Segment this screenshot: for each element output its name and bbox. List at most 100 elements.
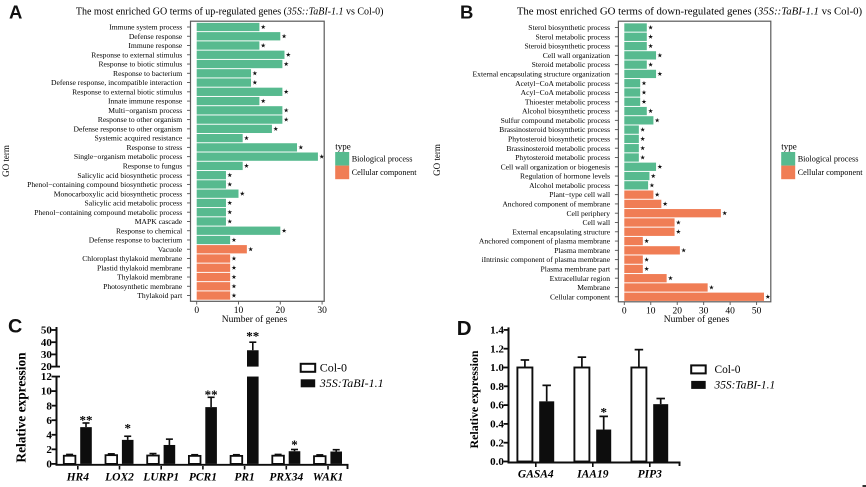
svg-text:Single−organism metabolic proc: Single−organism metabolic process xyxy=(74,152,182,161)
svg-text:30: 30 xyxy=(699,307,709,317)
svg-text:35S:TaBI-1.1: 35S:TaBI-1.1 xyxy=(714,380,776,392)
svg-text:Defense response to other orga: Defense response to other organism xyxy=(74,124,183,133)
svg-text:Response to biotic stimulus: Response to biotic stimulus xyxy=(98,60,182,69)
svg-text:1.0: 1.0 xyxy=(490,362,504,374)
svg-text:Chloroplast thylakoid membrane: Chloroplast thylakoid membrane xyxy=(82,254,183,263)
svg-text:A: A xyxy=(9,2,22,23)
svg-text:10: 10 xyxy=(234,306,244,316)
svg-text:*: * xyxy=(124,420,131,435)
svg-text:20: 20 xyxy=(276,306,286,316)
svg-text:Response to chemical: Response to chemical xyxy=(116,226,182,235)
svg-text:Steroid metabolic process: Steroid metabolic process xyxy=(532,60,610,69)
svg-text:0.0: 0.0 xyxy=(490,456,504,468)
svg-text:Cell wall: Cell wall xyxy=(582,218,610,227)
svg-text:0: 0 xyxy=(46,459,52,471)
svg-text:GASA4: GASA4 xyxy=(518,469,554,481)
svg-text:Plasma membrane: Plasma membrane xyxy=(554,246,611,255)
svg-text:Plasma membrane part: Plasma membrane part xyxy=(541,265,611,274)
svg-text:8: 8 xyxy=(46,400,52,412)
svg-text:LURP1: LURP1 xyxy=(142,472,179,484)
svg-text:Extracellular region: Extracellular region xyxy=(550,274,611,283)
svg-text:type: type xyxy=(781,141,797,151)
svg-text:Relative expression: Relative expression xyxy=(13,352,28,463)
svg-text:Phytosteroid metabolic process: Phytosteroid metabolic process xyxy=(515,153,610,162)
svg-text:Brassinosteroid metabolic proc: Brassinosteroid metabolic process xyxy=(506,144,610,153)
svg-text:1.4: 1.4 xyxy=(490,325,504,337)
svg-text:PR1: PR1 xyxy=(234,472,254,484)
svg-text:Col-0: Col-0 xyxy=(320,361,347,375)
svg-text:0.2: 0.2 xyxy=(490,437,504,449)
svg-text:Immune response: Immune response xyxy=(128,41,182,50)
svg-text:0: 0 xyxy=(622,307,627,317)
svg-text:0.8: 0.8 xyxy=(490,381,504,393)
svg-text:10: 10 xyxy=(41,386,53,398)
svg-text:Acetyl−CoA metabolic process: Acetyl−CoA metabolic process xyxy=(515,79,610,88)
svg-text:Response to external biotic st: Response to external biotic stimulus xyxy=(72,87,182,96)
svg-text:Defense response, incompatible: Defense response, incompatible interacti… xyxy=(51,78,182,87)
svg-text:Systemic acquired resistance: Systemic acquired resistance xyxy=(94,134,182,143)
svg-text:Defense response to bacterium: Defense response to bacterium xyxy=(89,236,183,245)
svg-text:iIntrinsic component of plasma: iIntrinsic component of plasma membrane xyxy=(481,255,610,264)
svg-text:LOX2: LOX2 xyxy=(104,472,134,484)
svg-text:Innate immune response: Innate immune response xyxy=(108,97,183,106)
svg-text:D: D xyxy=(457,317,472,340)
svg-text:Biological process: Biological process xyxy=(798,155,859,164)
svg-text:**: ** xyxy=(80,413,93,428)
svg-text:Alcohol biosynthetic process: Alcohol biosynthetic process xyxy=(522,107,610,116)
svg-text:Cellular component: Cellular component xyxy=(550,292,611,301)
svg-text:0: 0 xyxy=(194,306,199,316)
svg-text:Brassinosteroid biosynthetic p: Brassinosteroid biosynthetic process xyxy=(499,125,610,134)
svg-text:Response to fungus: Response to fungus xyxy=(123,162,183,171)
svg-text:type: type xyxy=(335,141,351,151)
svg-text:35S:TaBI-1.1: 35S:TaBI-1.1 xyxy=(319,376,384,390)
svg-text:External encapsulating structu: External encapsulating structure organiz… xyxy=(473,70,611,79)
svg-text:10: 10 xyxy=(646,307,656,317)
svg-text:12: 12 xyxy=(41,371,53,383)
svg-text:**: ** xyxy=(205,387,218,402)
svg-text:Cellular component: Cellular component xyxy=(798,168,864,177)
svg-text:Cell wall organization or biog: Cell wall organization or biogenesis xyxy=(501,162,611,171)
svg-text:*: * xyxy=(291,437,298,452)
svg-text:40: 40 xyxy=(725,307,735,317)
svg-text:PCR1: PCR1 xyxy=(189,472,217,484)
svg-text:20: 20 xyxy=(672,307,682,317)
svg-text:Cell wall organization: Cell wall organization xyxy=(543,51,611,60)
svg-text:Defense response: Defense response xyxy=(129,32,183,41)
svg-text:MAPK cascade: MAPK cascade xyxy=(135,217,183,226)
svg-text:2: 2 xyxy=(46,444,52,456)
svg-text:Response to stress: Response to stress xyxy=(127,143,183,152)
svg-text:The most enriched GO terms of: The most enriched GO terms of up-regulat… xyxy=(76,7,384,18)
svg-text:Response to other organism: Response to other organism xyxy=(98,115,183,124)
svg-text:Acyl−CoA metabolic process: Acyl−CoA metabolic process xyxy=(521,88,611,97)
svg-text:External encapsulating structu: External encapsulating structure xyxy=(512,227,610,236)
svg-text:GO term: GO term xyxy=(1,145,11,177)
svg-text:Immune system process: Immune system process xyxy=(109,23,182,32)
svg-text:0.4: 0.4 xyxy=(490,419,504,431)
svg-text:Phenol−containing compound met: Phenol−containing compound metabolic pro… xyxy=(34,208,182,217)
svg-text:50: 50 xyxy=(752,307,762,317)
svg-text:Monocarboxylic acid biosynthet: Monocarboxylic acid biosynthetic process xyxy=(54,189,182,198)
svg-text:50: 50 xyxy=(41,325,53,337)
svg-text:6: 6 xyxy=(46,415,52,427)
svg-text:Sterol biosynthetic process: Sterol biosynthetic process xyxy=(528,23,610,32)
svg-text:IAA19: IAA19 xyxy=(576,469,609,481)
svg-text:Relative expression: Relative expression xyxy=(467,350,481,448)
svg-text:Regulation of hormone levels: Regulation of hormone levels xyxy=(520,172,610,181)
svg-text:**: ** xyxy=(246,329,259,344)
svg-text:30: 30 xyxy=(41,349,53,361)
svg-text:Response to external stimulus: Response to external stimulus xyxy=(91,50,182,59)
svg-text:Number of genes: Number of genes xyxy=(664,314,730,325)
svg-text:20: 20 xyxy=(41,361,53,373)
svg-text:1.2: 1.2 xyxy=(490,343,504,355)
svg-text:HR4: HR4 xyxy=(66,472,90,484)
svg-text:Plastid thylakoid membrane: Plastid thylakoid membrane xyxy=(97,263,183,272)
svg-text:GO term: GO term xyxy=(432,144,442,176)
svg-text:Cell periphery: Cell periphery xyxy=(566,209,610,218)
svg-text:*: * xyxy=(600,405,607,420)
svg-text:Membrane: Membrane xyxy=(577,283,611,292)
svg-text:PIP3: PIP3 xyxy=(638,469,663,481)
svg-text:Number of genes: Number of genes xyxy=(222,314,288,325)
svg-text:Salicylic acid metabolic proce: Salicylic acid metabolic process xyxy=(85,199,183,208)
svg-text:Photosynthetic membrane: Photosynthetic membrane xyxy=(103,282,183,291)
svg-text:Steroid biosynthetic process: Steroid biosynthetic process xyxy=(524,42,610,51)
